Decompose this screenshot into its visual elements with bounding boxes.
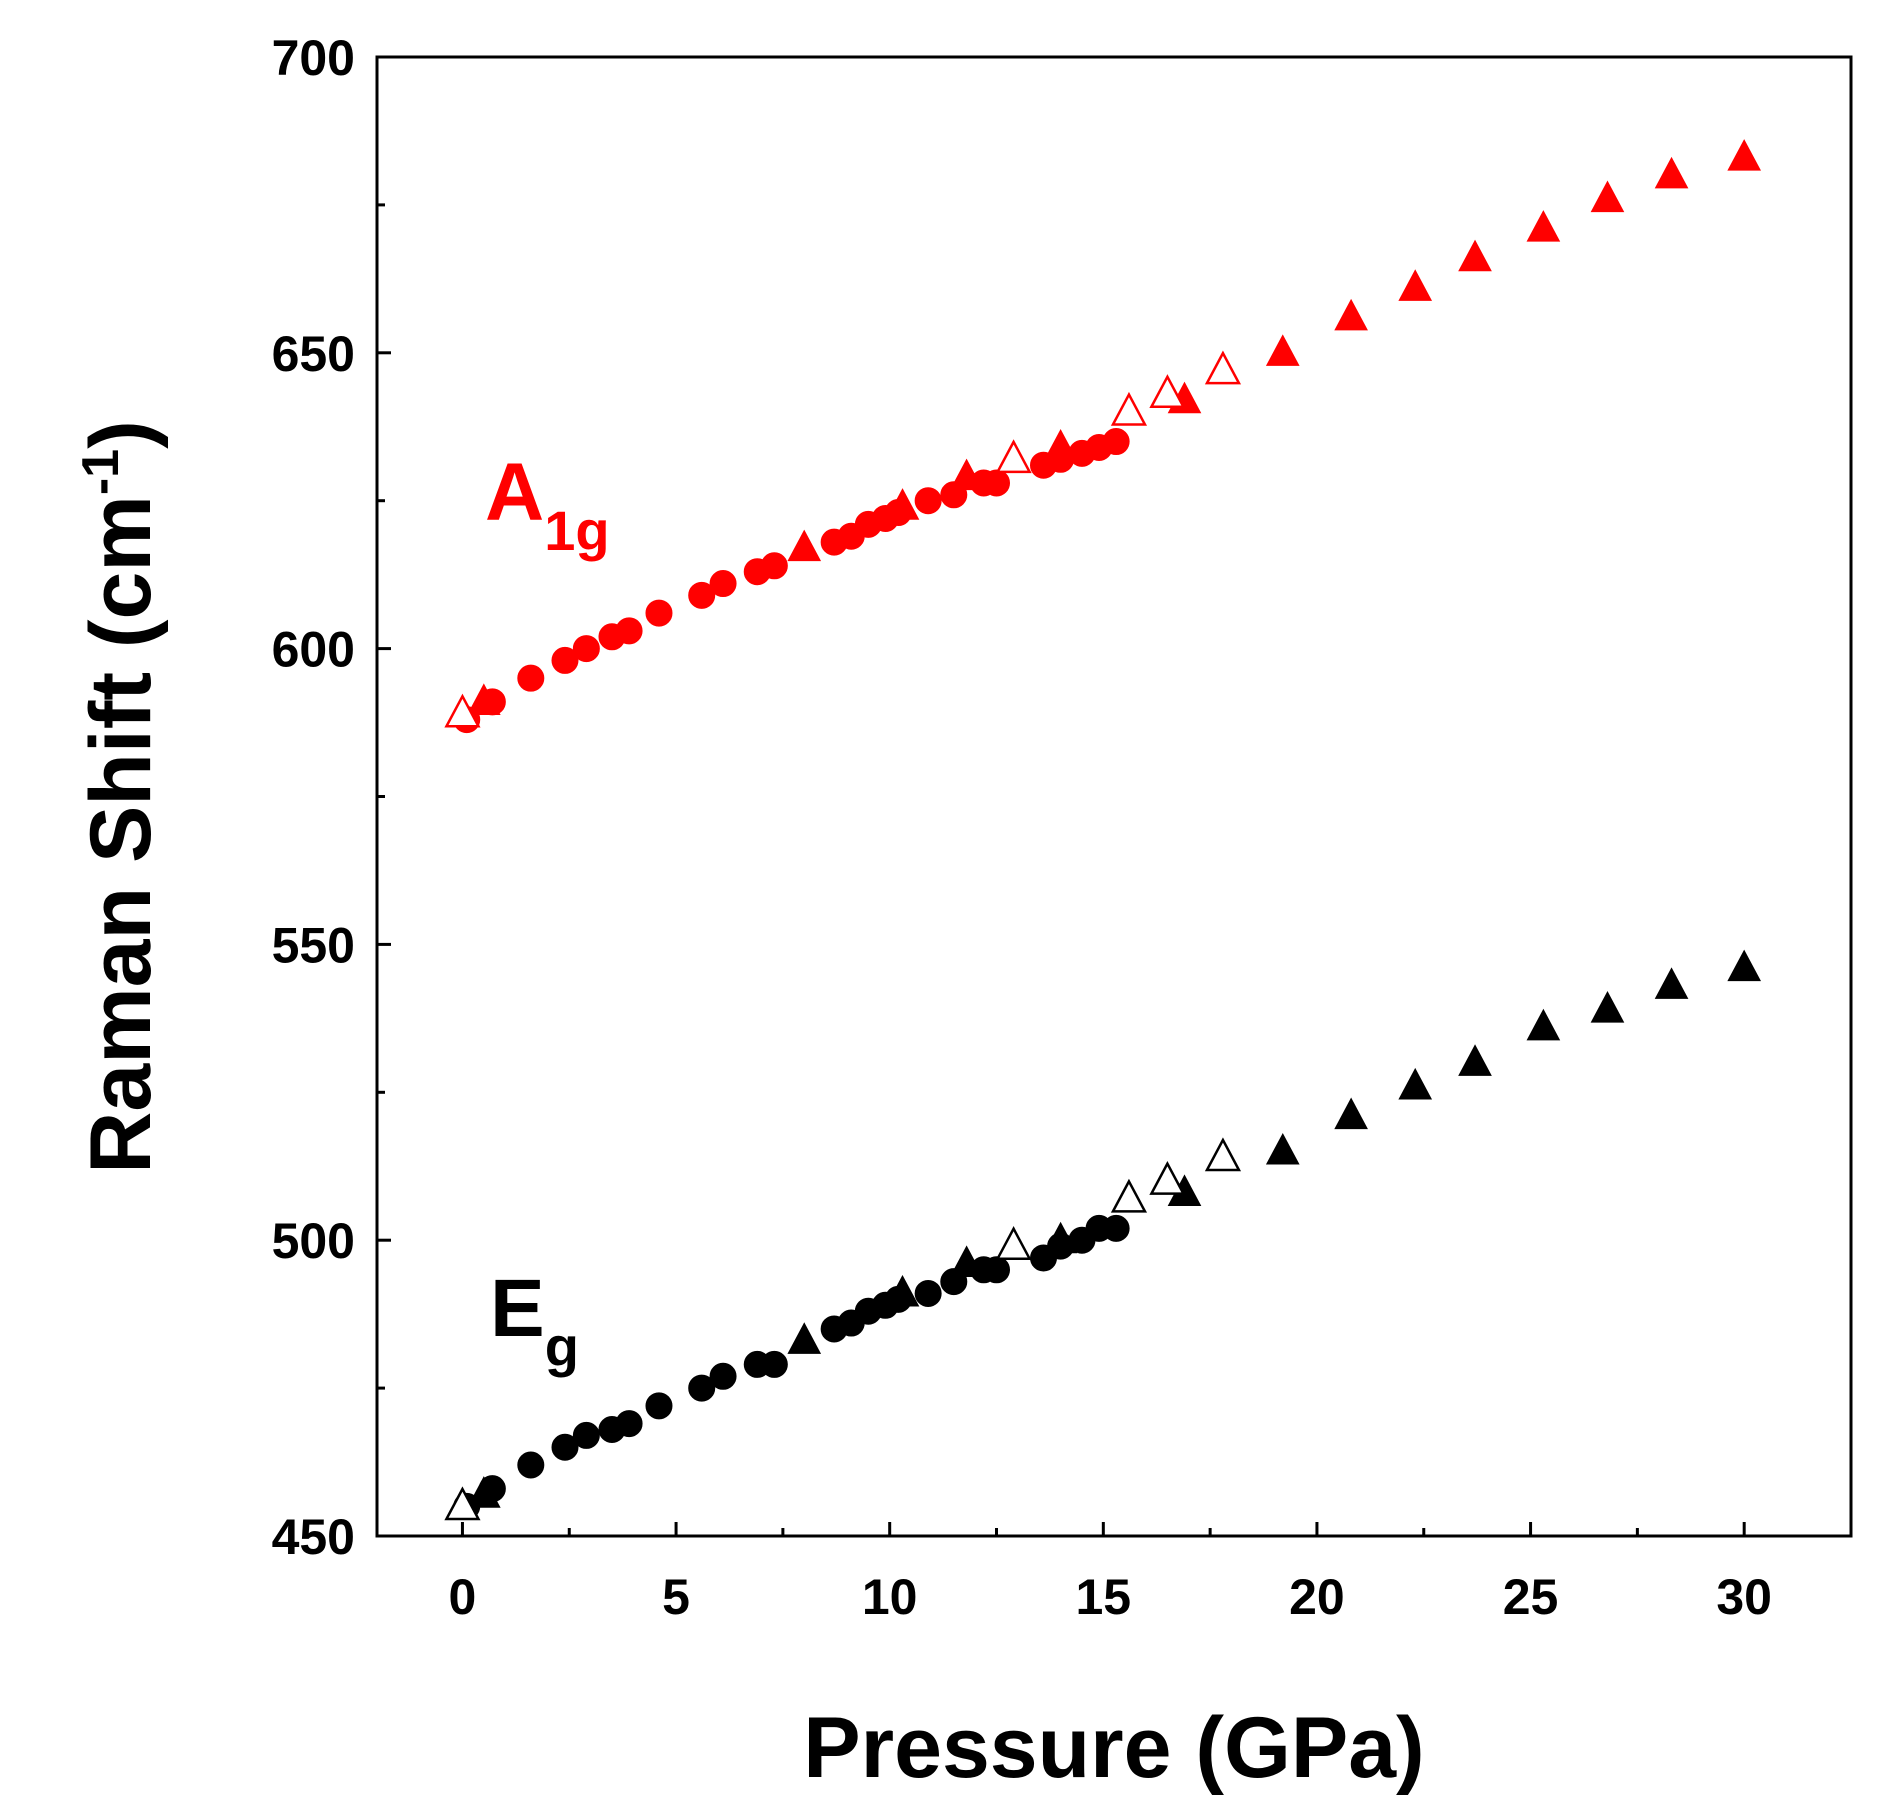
a1g-circle-marker: [615, 617, 643, 645]
a1g-triangle-marker: [949, 458, 984, 491]
eg-triangle-marker: [885, 1274, 920, 1307]
x-tick-label: 5: [662, 1569, 690, 1625]
eg-triangle-marker: [787, 1322, 822, 1354]
a1g-triangle-marker: [787, 529, 822, 562]
eg-circle-marker: [645, 1392, 673, 1420]
plot-frame: [375, 55, 1853, 1538]
eg-circle-marker: [688, 1374, 716, 1402]
a1g-triangle-marker: [1458, 239, 1492, 272]
eg-triangle-marker: [1526, 1008, 1561, 1041]
eg-triangle-marker: [1043, 1221, 1078, 1254]
axis-ticks: [377, 55, 1853, 1538]
a1g-triangle-marker: [1043, 428, 1078, 461]
a1g-circle-marker: [760, 552, 788, 580]
a1g-circle-marker: [572, 635, 600, 663]
a1g-circle-marker: [983, 469, 1011, 497]
eg-triangle-marker: [466, 1476, 501, 1508]
y-tick-label: 650: [272, 326, 355, 382]
a1g-triangle-marker: [1526, 210, 1561, 242]
a1g-triangle-marker: [1654, 156, 1689, 189]
a1g-circle-marker: [517, 664, 545, 692]
a1g-triangle-marker: [1265, 334, 1300, 366]
x-axis-title: Pressure (GPa): [803, 1700, 1424, 1796]
x-tick-label: 25: [1503, 1569, 1559, 1625]
eg-triangle-marker: [1458, 1044, 1492, 1076]
a1g-circle-marker: [688, 581, 716, 609]
eg-circle-marker: [760, 1350, 788, 1378]
x-tick-label: 30: [1716, 1569, 1772, 1625]
eg-label: Eg: [490, 1263, 579, 1378]
eg-triangle-marker: [1727, 949, 1762, 982]
x-tick-label: 20: [1289, 1569, 1345, 1625]
eg-circle-marker: [615, 1410, 643, 1438]
eg-circle-marker: [983, 1256, 1011, 1284]
eg-triangle-marker: [1334, 1097, 1368, 1130]
eg-circle-marker: [572, 1421, 600, 1449]
y-axis-title-superscript: -1: [72, 449, 130, 495]
y-tick-label: 450: [272, 1509, 355, 1565]
eg-triangle-marker: [1654, 967, 1689, 999]
eg-circle-marker: [517, 1451, 545, 1479]
eg-triangle-open-marker: [444, 1486, 481, 1521]
eg-triangle-open-marker: [1110, 1178, 1148, 1213]
y-tick-label: 600: [272, 622, 355, 678]
a1g-triangle-marker: [1727, 139, 1762, 171]
a1g-label: A1g: [485, 447, 610, 562]
x-tick-label: 0: [449, 1569, 477, 1625]
a1g-circle-marker: [914, 487, 942, 515]
a1g-circle-marker: [551, 646, 579, 674]
eg-triangle-marker: [1590, 991, 1625, 1023]
a1g-triangle-open-marker: [444, 693, 481, 728]
a1g-triangle-marker: [466, 683, 501, 715]
x-tick-label: 15: [1076, 1569, 1132, 1625]
y-axis-title-close: ): [73, 420, 169, 449]
eg-circle-marker: [1102, 1214, 1130, 1242]
y-tick-label: 700: [272, 30, 355, 86]
a1g-triangle-marker: [1590, 180, 1625, 213]
a1g-circle-marker: [645, 599, 673, 627]
eg-triangle-marker: [949, 1245, 984, 1277]
data-markers: [444, 139, 1762, 1521]
a1g-triangle-open-marker: [1204, 350, 1242, 385]
eg-triangle-open-marker: [1204, 1137, 1242, 1172]
a1g-triangle-open-marker: [1110, 391, 1148, 426]
eg-circle-marker: [709, 1362, 737, 1390]
a1g-triangle-open-marker: [1149, 374, 1186, 409]
a1g-triangle-marker: [1334, 298, 1368, 331]
eg-triangle-open-marker: [1149, 1160, 1186, 1195]
y-tick-label: 550: [272, 917, 355, 973]
a1g-triangle-marker: [1398, 269, 1433, 301]
a1g-triangle-marker: [885, 488, 920, 520]
a1g-circle-marker: [709, 570, 737, 598]
eg-triangle-open-marker: [995, 1226, 1032, 1260]
y-tick-labels: 450 500 550 600 650 700: [272, 30, 355, 1565]
eg-triangle-marker: [1265, 1132, 1300, 1165]
eg-circle-marker: [551, 1433, 579, 1461]
y-axis-title-main: Raman Shift (cm: [73, 495, 169, 1174]
a1g-circle-marker: [1102, 428, 1130, 456]
y-tick-label: 500: [272, 1213, 355, 1269]
x-tick-labels: 0 5 10 15 20 25 30: [449, 1569, 1772, 1625]
eg-triangle-marker: [1398, 1067, 1433, 1100]
a1g-triangle-open-marker: [995, 439, 1032, 474]
y-axis-title: Raman Shift (cm-1): [72, 420, 169, 1173]
x-tick-label: 10: [862, 1569, 918, 1625]
eg-circle-marker: [914, 1279, 942, 1307]
